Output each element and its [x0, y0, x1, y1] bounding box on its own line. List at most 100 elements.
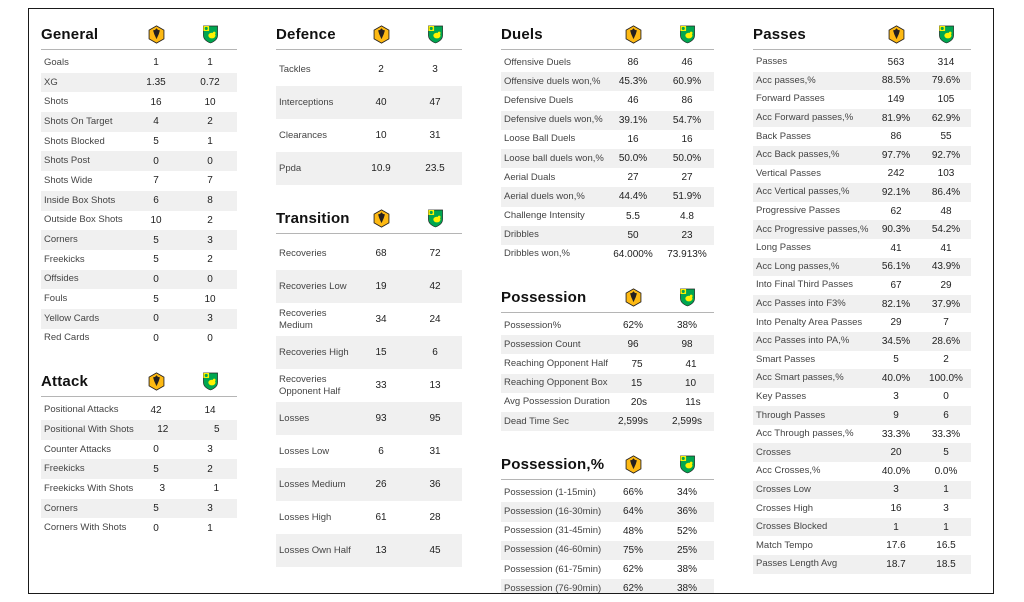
stat-row: Reaching Opponent Half 75 41 — [501, 354, 714, 373]
section-title: Transition — [276, 210, 350, 227]
away-team-value: 4.8 — [680, 210, 694, 222]
away-team-value: 0.0% — [934, 465, 958, 477]
stat-row: Acc passes,% 88.5% 79.6% — [753, 71, 971, 91]
stat-row: Losses 93 95 — [276, 402, 462, 435]
section-rows: Possession% 62% 38% Possession Count 96 98 Rea… — [501, 316, 714, 432]
stat-row: Recoveries High 15 6 — [276, 336, 462, 369]
stat-row: Possession (61-75min) 62% 38% — [501, 560, 714, 579]
stat-label: Recoveries Opponent Half — [279, 373, 341, 397]
stat-label: Avg Possession Duration — [504, 396, 610, 408]
stat-label: Reaching Opponent Half — [504, 358, 609, 370]
stat-label: Acc Progressive passes,% — [756, 223, 869, 235]
norwich-crest-icon — [427, 25, 443, 44]
stat-label: Offsides — [44, 273, 79, 285]
stat-row: Outside Box Shots 10 2 — [41, 211, 237, 231]
section-rows: Positional Attacks 42 14 Positional With Sh… — [41, 400, 237, 538]
stat-label: Long Passes — [756, 242, 811, 254]
stat-row: Long Passes 41 41 — [753, 239, 971, 258]
stat-row: Offsides 0 0 — [41, 269, 237, 290]
section-header: Possession — [501, 288, 714, 314]
section-possession: Possession,% Possession (1-15min) 66% 34% P… — [501, 455, 714, 594]
stat-label: Losses High — [279, 511, 332, 523]
stat-row: Recoveries Medium 34 24 — [276, 303, 462, 336]
stat-label: Defensive Duels — [504, 94, 574, 106]
stat-label: Acc Crosses,% — [756, 465, 821, 477]
stat-label: Possession (16-30min) — [504, 505, 602, 517]
away-team-value: 31 — [429, 130, 441, 141]
away-team-badge — [660, 288, 714, 307]
stat-label: Dribbles won,% — [504, 248, 570, 260]
section-title: Attack — [41, 373, 89, 391]
stat-label: Recoveries — [279, 247, 327, 259]
section-rows: Offensive Duels 86 46 Offensive duels won,%… — [501, 53, 714, 264]
away-team-badge — [660, 25, 714, 44]
stat-label: Freekicks — [44, 463, 85, 475]
stat-label: Clearances — [279, 129, 328, 141]
stat-row: Losses High 61 28 — [276, 501, 462, 534]
wolves-crest-icon — [888, 25, 904, 44]
away-team-value: 27 — [681, 172, 693, 184]
stat-row: Crosses Blocked 1 1 — [753, 517, 971, 537]
home-team-value: 68 — [375, 248, 387, 259]
stat-label: Recoveries High — [279, 346, 349, 358]
away-team-value: 105 — [937, 93, 955, 105]
home-team-value: 5 — [153, 503, 159, 515]
stat-row: Forward Passes 149 105 — [753, 90, 971, 109]
home-team-value: 0 — [153, 313, 159, 325]
home-team-badge — [129, 372, 183, 391]
stat-row: Tackles 2 3 — [276, 53, 462, 86]
stat-label: Crosses Blocked — [756, 521, 828, 533]
stat-row: Possession (16-30min) 64% 36% — [501, 502, 714, 522]
away-team-value: 62.9% — [931, 112, 961, 124]
norwich-crest-icon — [202, 25, 218, 44]
away-team-value: 54.2% — [931, 224, 961, 236]
away-team-value: 51.9% — [672, 191, 702, 203]
home-team-value: 3 — [893, 484, 899, 496]
section-transition: Transition Recoveries 68 72 Recoveries Low 1… — [276, 209, 462, 567]
away-team-badge — [183, 372, 237, 391]
home-team-badge — [354, 209, 408, 228]
norwich-crest-icon — [679, 288, 695, 307]
section-header: Duels — [501, 25, 714, 50]
home-team-value: 62% — [622, 564, 643, 576]
stat-label: Reaching Opponent Box — [504, 377, 608, 389]
stat-row: Dead Time Sec 2,599s 2,599s — [501, 412, 714, 432]
home-team-value: 96 — [627, 339, 639, 351]
home-team-value: 86 — [627, 57, 639, 69]
home-team-value: 1.35 — [146, 77, 166, 89]
away-team-value: 29 — [940, 279, 952, 291]
away-team-value: 38% — [676, 320, 697, 332]
stat-label: Passes — [756, 56, 788, 68]
away-team-value: 98 — [681, 339, 693, 351]
home-team-value: 5.5 — [626, 210, 640, 222]
wolves-crest-icon — [148, 372, 164, 391]
stat-row: Counter Attacks 0 3 — [41, 440, 237, 460]
stat-label: Freekicks With Shots — [44, 482, 134, 494]
away-team-value: 86 — [681, 95, 693, 107]
home-team-value: 93 — [375, 413, 387, 424]
home-team-value: 48% — [622, 525, 643, 537]
section-attack: Attack Positional Attacks 42 14 Positional … — [41, 372, 237, 538]
stat-label: Crosses — [756, 446, 791, 458]
stat-label: Possession (31-45min) — [504, 525, 602, 537]
away-team-value: 54.7% — [672, 114, 702, 126]
away-team-value: 8 — [207, 195, 213, 207]
home-team-value: 61 — [375, 512, 387, 523]
away-team-value: 3 — [207, 234, 213, 246]
away-team-value: 1 — [943, 484, 949, 496]
home-team-value: 20 — [890, 447, 902, 459]
away-team-value: 3 — [207, 444, 213, 456]
stat-row: Match Tempo 17.6 16.5 — [753, 536, 971, 555]
stat-row: Acc Vertical passes,% 92.1% 86.4% — [753, 183, 971, 202]
away-team-value: 38% — [676, 564, 697, 576]
stat-label: Acc Forward passes,% — [756, 112, 854, 124]
home-team-value: 62% — [622, 583, 643, 594]
away-team-value: 1 — [207, 57, 213, 69]
home-team-badge — [354, 25, 408, 44]
away-team-value: 7 — [207, 175, 213, 187]
home-team-value: 1 — [893, 521, 899, 533]
home-team-value: 45.3% — [618, 76, 648, 88]
stat-row: Acc Passes into PA,% 34.5% 28.6% — [753, 331, 971, 351]
home-team-value: 5 — [153, 254, 159, 266]
stat-row: Acc Through passes,% 33.3% 33.3% — [753, 425, 971, 444]
